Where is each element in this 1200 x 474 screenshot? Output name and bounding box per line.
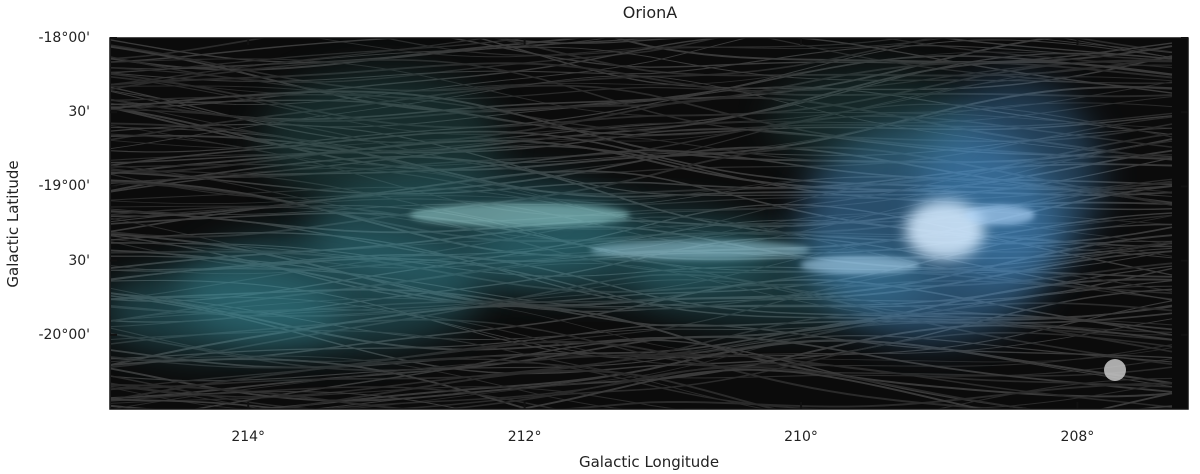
streamline bbox=[110, 60, 1173, 100]
streamline bbox=[110, 64, 1173, 135]
emission-region bbox=[965, 205, 1035, 225]
streamline bbox=[382, 38, 907, 57]
emission-region bbox=[410, 203, 630, 227]
streamline bbox=[110, 331, 1173, 409]
emission-region bbox=[590, 240, 810, 260]
streamline bbox=[515, 368, 985, 409]
emission-region bbox=[800, 256, 920, 274]
streamline bbox=[110, 382, 1173, 409]
streamline bbox=[110, 46, 1173, 84]
x-tick-label: 212° bbox=[507, 429, 542, 445]
y-tick-label: 30' bbox=[68, 104, 90, 121]
streamline bbox=[110, 335, 1173, 382]
streamline bbox=[273, 369, 779, 409]
streamline bbox=[110, 38, 1173, 106]
streamline bbox=[490, 38, 693, 44]
streamline bbox=[110, 377, 1173, 409]
streamline bbox=[110, 38, 1173, 108]
streamline bbox=[110, 391, 462, 409]
map-title: OrionA bbox=[622, 3, 678, 22]
y-tick-label: -19°00' bbox=[38, 178, 90, 195]
streamline bbox=[110, 353, 1173, 391]
streamline bbox=[110, 398, 1173, 409]
streamline bbox=[110, 59, 1173, 129]
y-tick-label: -18°00' bbox=[38, 30, 90, 46]
streamline bbox=[110, 38, 1173, 63]
streamline bbox=[110, 386, 558, 409]
streamline bbox=[110, 335, 1173, 399]
y-tick-label: 30' bbox=[68, 252, 90, 269]
plot-frame bbox=[109, 37, 1189, 410]
streamline bbox=[110, 38, 655, 63]
axis-ticks bbox=[110, 37, 1188, 409]
streamline bbox=[110, 38, 586, 71]
streamline bbox=[665, 408, 723, 409]
y-tick-label: -20°00' bbox=[38, 326, 90, 343]
emission-region bbox=[770, 70, 970, 170]
streamline bbox=[110, 38, 1173, 77]
streamline bbox=[110, 339, 1173, 409]
streamline bbox=[110, 386, 680, 409]
x-tick-label: 214° bbox=[231, 429, 266, 445]
streamline bbox=[110, 358, 1173, 409]
x-axis-label: Galactic Longitude bbox=[578, 453, 720, 471]
beam-size-marker bbox=[1104, 359, 1126, 381]
streamline bbox=[110, 38, 937, 92]
streamline bbox=[110, 366, 1034, 409]
streamline bbox=[110, 362, 1173, 409]
streamline bbox=[110, 38, 1173, 68]
x-tick-label: 210° bbox=[784, 429, 818, 445]
streamline bbox=[110, 362, 767, 409]
cloud-emission bbox=[110, 70, 1100, 355]
y-axis-label: Galactic Latitude bbox=[4, 160, 22, 288]
streamline bbox=[314, 38, 949, 58]
x-tick-label: 208° bbox=[1060, 429, 1095, 445]
streamline bbox=[110, 355, 1173, 409]
